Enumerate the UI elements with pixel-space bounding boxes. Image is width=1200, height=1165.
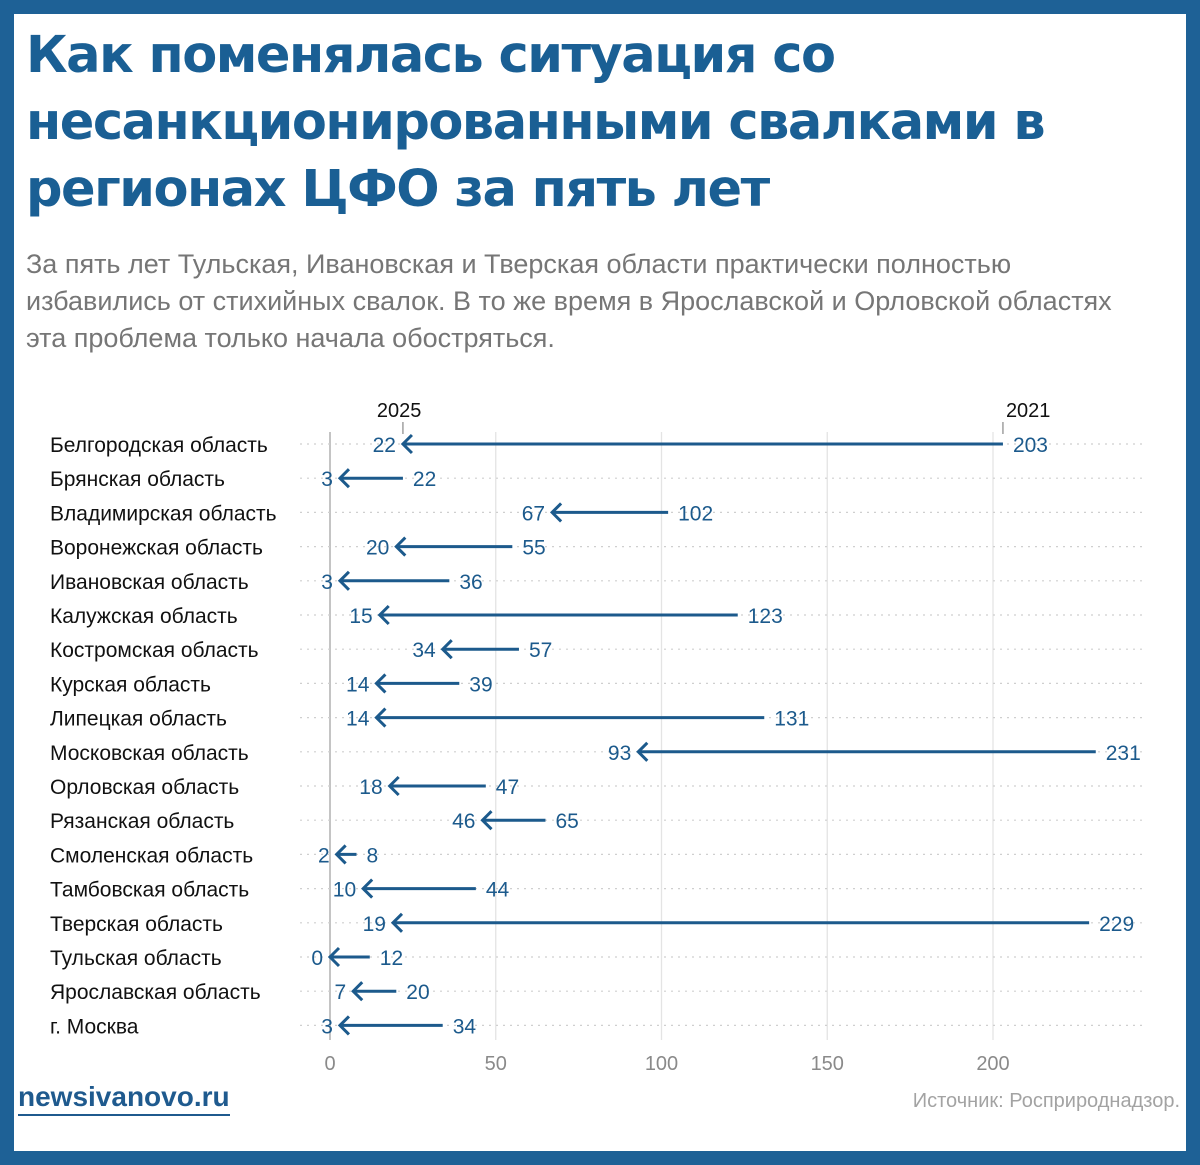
- legend-label-2021: 2021: [1006, 400, 1051, 422]
- chart-title: Как поменялась ситуация со несанкциониро…: [26, 26, 1046, 219]
- category-label: Тульская область: [50, 947, 222, 970]
- arrow-head: [337, 468, 351, 489]
- x-tick-label: 200: [976, 1053, 1009, 1075]
- arrow-head: [337, 570, 351, 591]
- value-label-2025: 14: [346, 673, 370, 696]
- value-label-2021: 8: [367, 844, 379, 867]
- value-label-2021: 229: [1099, 913, 1134, 936]
- value-label-2025: 34: [412, 639, 436, 662]
- value-label-2021: 12: [380, 947, 403, 970]
- arrow-head: [374, 707, 387, 728]
- x-tick-label: 0: [324, 1053, 335, 1075]
- arrow-head: [480, 810, 493, 831]
- category-label: Рязанская область: [50, 810, 234, 833]
- arrow-head: [390, 912, 404, 933]
- category-label: Московская область: [50, 742, 249, 765]
- value-label-2025: 20: [366, 537, 389, 560]
- value-label-2025: 67: [522, 502, 545, 525]
- category-label: Ярославская область: [50, 981, 261, 1004]
- value-label-2021: 39: [469, 673, 492, 696]
- value-label-2021: 47: [496, 776, 519, 799]
- value-label-2021: 102: [678, 502, 713, 525]
- arrow-head: [400, 433, 413, 455]
- value-label-2025: 3: [321, 468, 333, 491]
- category-label: Курская область: [50, 673, 211, 696]
- x-tick-label: 100: [645, 1053, 678, 1075]
- category-label: Ивановская область: [50, 571, 249, 594]
- arrow-head: [394, 536, 407, 557]
- arrow-head: [361, 878, 374, 899]
- chart-subtitle: За пять лет Тульская, Ивановская и Тверс…: [26, 249, 1112, 353]
- category-label: Владимирская область: [50, 502, 277, 525]
- value-label-2025: 0: [311, 947, 323, 970]
- arrow-head: [337, 1015, 351, 1036]
- category-label: Орловская область: [50, 776, 239, 799]
- category-label: Костромская область: [50, 639, 259, 662]
- arrow-head: [351, 981, 364, 1002]
- category-label: Белгородская область: [50, 434, 268, 457]
- arrow-head: [549, 502, 563, 523]
- source-note: Источник: Росприроднадзор.: [912, 1090, 1180, 1112]
- category-label: Липецкая область: [50, 708, 227, 731]
- category-label: Калужская область: [50, 605, 238, 628]
- arrow-head: [327, 946, 341, 968]
- value-label-2021: 34: [453, 1015, 477, 1038]
- value-label-2025: 22: [373, 434, 396, 457]
- category-label: Воронежская область: [50, 537, 263, 560]
- arrow-head: [377, 604, 390, 626]
- value-label-2021: 231: [1106, 742, 1141, 765]
- x-tick-label: 50: [485, 1053, 507, 1075]
- arrow-head: [374, 673, 387, 694]
- value-label-2025: 3: [321, 571, 333, 594]
- arrow-head: [440, 639, 453, 660]
- category-label: Тамбовская область: [50, 879, 249, 902]
- value-label-2021: 20: [406, 981, 429, 1004]
- legend-label-2025: 2025: [377, 400, 422, 422]
- value-label-2021: 203: [1013, 434, 1048, 457]
- category-label: Брянская область: [50, 468, 225, 491]
- infographic-card: [14, 14, 1186, 1151]
- value-label-2021: 44: [486, 879, 510, 902]
- value-label-2025: 18: [359, 776, 382, 799]
- value-label-2021: 36: [459, 571, 482, 594]
- category-label: Тверская область: [50, 913, 223, 936]
- site-logo[interactable]: newsivanovo.ru: [18, 1080, 230, 1116]
- value-label-2021: 55: [522, 537, 545, 560]
- category-label: Смоленская область: [50, 844, 253, 867]
- arrow-head: [334, 844, 347, 865]
- value-label-2021: 22: [413, 468, 436, 491]
- arrow-head: [387, 775, 400, 797]
- value-label-2021: 57: [529, 639, 552, 662]
- arrow-head: [636, 741, 649, 762]
- value-label-2025: 3: [321, 1015, 333, 1038]
- value-label-2025: 2: [318, 844, 330, 867]
- category-label: г. Москва: [50, 1015, 139, 1038]
- value-label-2021: 131: [774, 708, 809, 731]
- value-label-2021: 65: [555, 810, 578, 833]
- x-tick-label: 150: [811, 1053, 844, 1075]
- value-label-2025: 7: [335, 981, 347, 1004]
- value-label-2025: 15: [349, 605, 372, 628]
- value-label-2025: 46: [452, 810, 475, 833]
- value-label-2025: 93: [608, 742, 631, 765]
- value-label-2025: 19: [363, 913, 386, 936]
- value-label-2025: 14: [346, 708, 370, 731]
- value-label-2025: 10: [333, 879, 356, 902]
- value-label-2021: 123: [748, 605, 783, 628]
